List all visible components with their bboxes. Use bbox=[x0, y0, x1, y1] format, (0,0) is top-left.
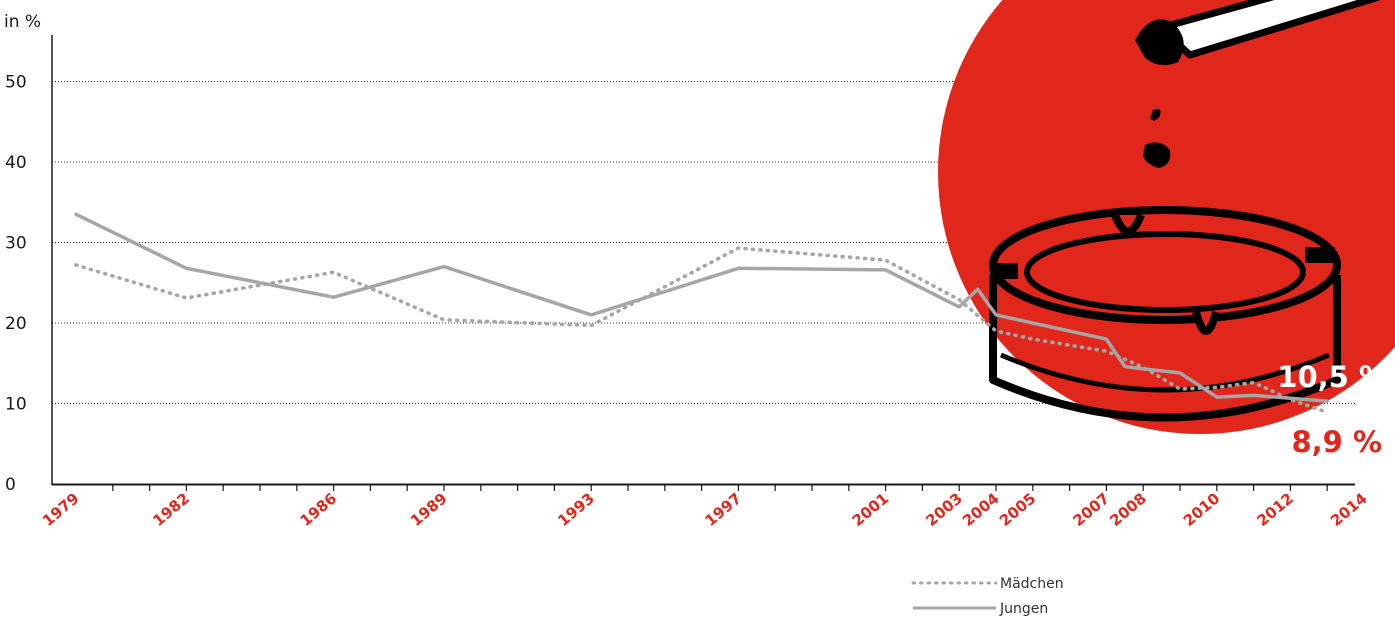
grid-lines bbox=[52, 81, 1355, 404]
x-tick-label: 2010 bbox=[1180, 489, 1224, 530]
series-line-maedchen bbox=[74, 246, 1329, 415]
x-tick-label: 2012 bbox=[1253, 489, 1297, 530]
x-tick-label: 1982 bbox=[149, 489, 193, 530]
x-tick-label: 2005 bbox=[996, 489, 1040, 530]
y-axis-tick-labels: 0 10 20 30 40 50 bbox=[5, 73, 27, 496]
x-tick-label: 1979 bbox=[39, 489, 83, 530]
ashtray-cigarette-illustration bbox=[938, 0, 1395, 434]
x-tick-label: 2014 bbox=[1327, 489, 1371, 530]
x-axis-tick-marks bbox=[112, 484, 1328, 491]
y-tick-label: 0 bbox=[5, 475, 16, 495]
y-tick-label: 30 bbox=[5, 234, 27, 254]
end-label-maedchen: 8,9 % bbox=[1291, 425, 1382, 459]
x-tick-label: 2008 bbox=[1106, 489, 1150, 530]
x-tick-label: 2001 bbox=[849, 489, 893, 530]
legend-label-jungen: Jungen bbox=[999, 601, 1048, 617]
x-tick-label: 2003 bbox=[922, 489, 966, 530]
legend-label-maedchen: Mädchen bbox=[1000, 576, 1064, 592]
y-axis-unit-label: in % bbox=[4, 12, 41, 32]
y-tick-label: 50 bbox=[5, 73, 27, 93]
axes bbox=[51, 35, 1355, 486]
x-tick-label: 1993 bbox=[554, 489, 598, 530]
x-tick-label: 1997 bbox=[701, 489, 745, 530]
x-tick-label: 2007 bbox=[1069, 489, 1113, 530]
y-tick-label: 40 bbox=[5, 153, 27, 173]
series-lines bbox=[74, 212, 1329, 415]
y-tick-label: 20 bbox=[5, 314, 27, 334]
ash-drops-icon bbox=[1143, 108, 1171, 168]
legend: Mädchen Jungen bbox=[911, 576, 1064, 617]
x-tick-label: 1986 bbox=[297, 489, 341, 530]
x-tick-label: 2004 bbox=[959, 489, 1003, 530]
cigarette-icon bbox=[1135, 0, 1381, 66]
ashtray-icon bbox=[989, 206, 1341, 422]
end-label-jungen: 10,5 % bbox=[1277, 360, 1388, 394]
x-axis-tick-labels: 1979 1982 1986 1989 1993 1997 2001 200320042005… bbox=[39, 489, 1371, 530]
series-line-jungen bbox=[74, 212, 1329, 403]
x-tick-label: 1989 bbox=[407, 489, 451, 530]
y-tick-label: 10 bbox=[5, 395, 27, 415]
